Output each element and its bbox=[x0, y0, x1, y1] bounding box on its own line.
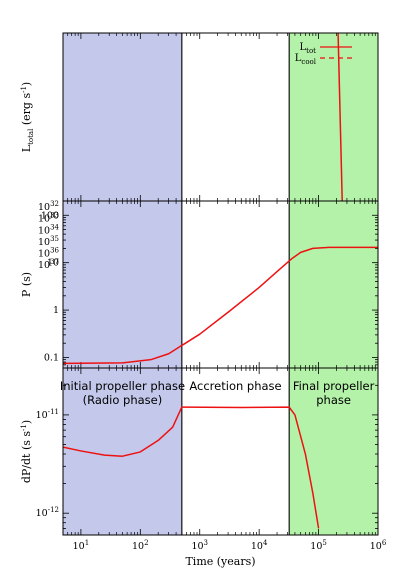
phase-label-1: Initial propeller phase bbox=[60, 379, 185, 393]
phase-band-2 bbox=[181, 33, 290, 535]
y-tick-label: 10-11 bbox=[36, 408, 59, 421]
phase-label-1: (Radio phase) bbox=[83, 393, 163, 407]
phase-label-3: phase bbox=[316, 393, 351, 407]
x-tick-label: 103 bbox=[191, 539, 208, 552]
x-tick-label: 105 bbox=[310, 539, 327, 552]
y-tick-label: 1036 bbox=[38, 246, 60, 259]
y-tick-label: 1034 bbox=[38, 223, 60, 236]
series-line-p bbox=[63, 246, 378, 365]
y-tick-label: 1037 bbox=[38, 258, 59, 271]
y-tick-label: 10 bbox=[47, 258, 59, 269]
y-tick-label: 1033 bbox=[38, 212, 59, 225]
phase-band-1 bbox=[63, 33, 182, 535]
x-tick-label: 104 bbox=[251, 539, 268, 552]
panel-frame-3 bbox=[62, 367, 379, 536]
series-line-lcool bbox=[63, 0, 277, 5]
x-tick-label: 102 bbox=[132, 539, 149, 552]
phase-label-3: Final propeller bbox=[293, 379, 375, 393]
x-tick-label: 101 bbox=[73, 539, 90, 552]
legend-label-cool: Lcool bbox=[295, 53, 317, 66]
x-axis-label: Time (years) bbox=[185, 555, 255, 568]
y-tick-label: 1035 bbox=[38, 235, 59, 248]
series-line-dpdt bbox=[63, 406, 320, 529]
y-tick-label: 1 bbox=[53, 305, 59, 316]
y-tick-label: 0.1 bbox=[44, 352, 59, 363]
y-tick-label: 100 bbox=[41, 210, 59, 221]
phase-label-2: Accretion phase bbox=[189, 379, 281, 393]
y-axis-label-p3: dP/dt (s s-1) bbox=[20, 420, 33, 483]
y-axis-label-p1: Ltotal (erg s-1) bbox=[20, 82, 35, 152]
legend-label-tot: Ltot bbox=[300, 42, 317, 55]
phase-band-3 bbox=[289, 33, 378, 535]
x-tick-label: 106 bbox=[370, 539, 387, 552]
y-axis-label-p2: P (s) bbox=[20, 272, 33, 297]
y-tick-label: 1032 bbox=[38, 200, 59, 213]
y-tick-label: 10-12 bbox=[36, 506, 59, 519]
